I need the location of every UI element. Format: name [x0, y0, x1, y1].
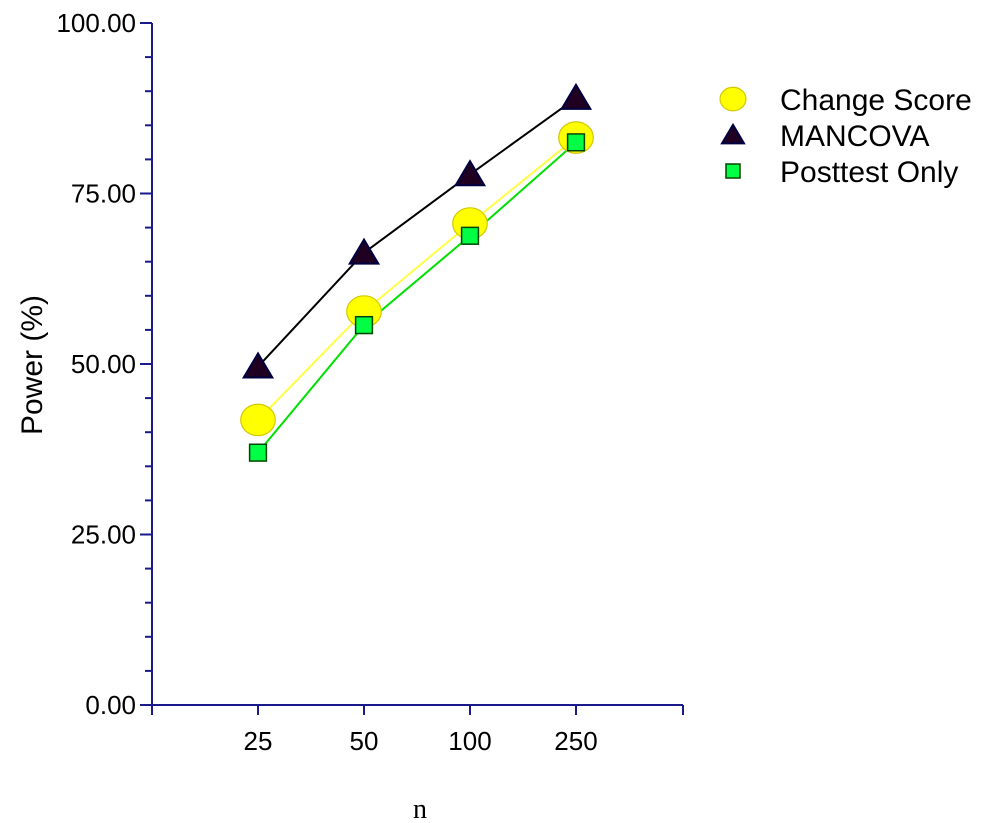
data-point — [241, 351, 275, 379]
x-tick-label: 50 — [350, 726, 379, 756]
y-tick-label: 0.00 — [85, 690, 136, 720]
y-tick-label: 25.00 — [71, 520, 136, 550]
series-line — [257, 136, 577, 421]
legend-marker — [720, 122, 746, 145]
data-point — [347, 237, 381, 265]
series-layer — [240, 82, 594, 462]
x-axis-label: n — [413, 794, 427, 823]
x-tick-label: 100 — [448, 726, 491, 756]
legend-marker — [719, 86, 747, 112]
data-point — [566, 133, 586, 152]
legend-label: MANCOVA — [780, 120, 929, 153]
data-point — [354, 315, 374, 335]
x-tick-label: 25 — [244, 726, 273, 756]
data-point — [460, 226, 480, 245]
y-tick-label: 75.00 — [71, 179, 136, 209]
data-point — [559, 82, 593, 110]
data-point — [453, 159, 487, 187]
y-tick-label: 100.00 — [56, 8, 136, 38]
data-point — [240, 403, 276, 437]
data-point — [248, 443, 268, 462]
series-line — [257, 97, 577, 368]
series-line — [257, 141, 577, 454]
legend-label: Posttest Only — [780, 156, 958, 189]
legend-label: Change Score — [780, 84, 972, 117]
y-axis-label: Power (%) — [16, 295, 49, 435]
y-tick-label: 50.00 — [71, 349, 136, 379]
legend-marker — [725, 163, 741, 179]
x-tick-label: 250 — [554, 726, 597, 756]
axes: 0.00 25.00 50.00 75.00 100.00 25 50 100 250 — [56, 8, 684, 756]
